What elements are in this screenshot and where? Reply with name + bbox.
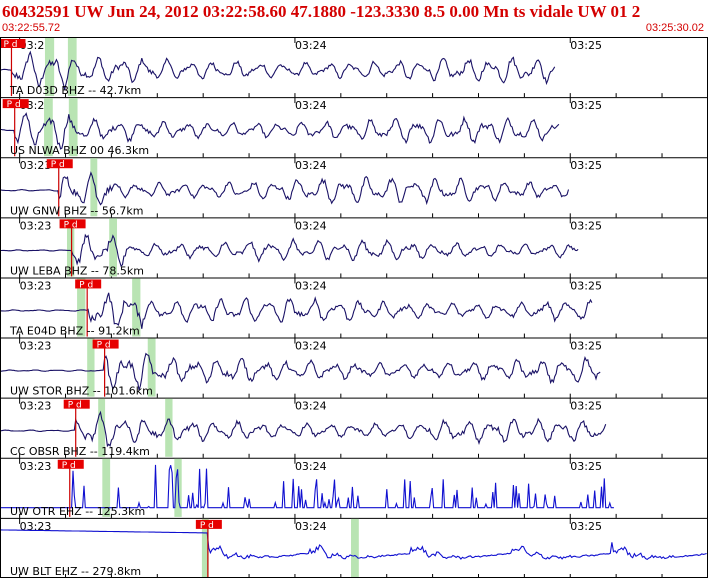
event-title: 60432591 UW Jun 24, 2012 03:22:58.60 47.… [2,2,641,21]
seismogram-svg: 03:23 03:24 03:25P dTA D03D BHZ -- 42.7km0… [0,37,708,578]
minute-tick-label: 03:25 [570,99,602,112]
p-pick-flag [75,279,102,289]
minute-tick-label: 03:24 [295,159,327,172]
trace-row: 03:23 03:24 03:25P dUS NLWA BHZ 00 46.3km [0,97,708,157]
p-pick-label: P d [64,220,78,230]
trace-row: 03:23 03:24 03:25 P d CC OBSR BHZ -- 119.4km [0,397,708,458]
minute-tick-label: 03:23 [20,219,52,232]
p-pick-label: P d [79,280,93,290]
minute-tick-label: 03:24 [295,219,327,232]
time-end-label: 03:25:30.02 [645,22,704,34]
analysis-window [201,518,209,577]
station-label: US NLWA BHZ 00 46.3km [10,144,149,157]
waveform-trace [0,529,707,561]
waveform-trace [0,171,570,206]
waveform-trace [0,233,579,268]
minute-tick-label: 03:23 [20,340,52,353]
minute-tick-label: 03:24 [295,279,327,292]
analysis-window [109,218,118,277]
minute-tick-label: 03:23 [20,400,52,413]
trace-row: 03:23 03:24 03:25 P d UW OTR EHZ -- 125.3km [0,457,708,518]
trace-row: 03:23 03:24 03:25 P d UW LEBA BHZ -- 78.5km [0,217,708,277]
waveform-trace [0,112,560,150]
waveform-trace [0,410,607,448]
minute-tick-label: 03:25 [570,279,602,292]
analysis-window [351,518,359,577]
trace-row: 03:23 03:24 03:25 P d UW BLT EHZ -- 279.8km [0,517,708,578]
p-pick-label: P d [200,521,214,531]
minute-tick-label: 03:25 [570,39,602,52]
p-pick-label: P d [7,100,21,110]
trace-row: 03:23 03:24 03:25 P d UW STOR BHZ -- 101.6km [0,337,708,398]
analysis-window [44,98,53,157]
minute-tick-label: 03:24 [295,520,327,533]
trace-row: 03:23 03:24 03:25 P d TA E04D BHZ -- 91.2km [0,277,708,338]
station-label: CC OBSR BHZ -- 119.4km [10,445,150,458]
p-pick-flag [92,339,119,349]
p-pick-flag [46,159,73,169]
waveform-trace [0,50,556,90]
p-pick-flag [0,39,26,48]
p-pick-label: P d [51,160,65,170]
analysis-window [165,398,173,457]
minute-tick-label: 03:23 [20,520,52,533]
analysis-window [90,158,98,217]
station-label: UW GNW BHZ -- 56.7km [10,204,143,217]
p-pick-flag [57,459,84,469]
analysis-window [44,38,55,97]
minute-tick-label: 03:24 [295,340,327,353]
minute-tick-label: 03:24 [295,460,327,473]
minute-tick-label: 03:24 [295,400,327,413]
minute-tick-label: 03:25 [570,400,602,413]
analysis-window [66,218,75,277]
minute-tick-label: 03:25 [570,460,602,473]
analysis-window [102,458,111,517]
waveform-trace [0,352,601,391]
p-pick-label: P d [97,341,111,351]
seismogram-panel[interactable]: 03:23 03:24 03:25 P d TA D03D BHZ -- 42.7km 0… [0,37,708,578]
analysis-window [98,398,106,457]
analysis-window [87,338,95,397]
p-pick-label: P d [3,40,17,50]
minute-tick-label: 03:25 [570,219,602,232]
station-label: UW LEBA BHZ -- 78.5km [10,264,144,277]
waveform-trace [0,464,614,509]
minute-tick-label: 03:23 [20,159,52,172]
minute-tick-label: 03:24 [295,99,327,112]
p-pick-flag [195,519,222,529]
analysis-window [77,278,86,337]
minute-tick-label: 03:25 [570,159,602,172]
analysis-window [67,38,77,97]
trace-row: 03:23 03:24 03:25 P d UW GNW BHZ -- 56.7km [0,157,708,218]
minute-tick-label: 03:25 [570,340,602,353]
p-pick-flag [2,99,29,109]
header-bar: 60432591 UW Jun 24, 2012 03:22:58.60 47.… [0,0,708,37]
p-pick-flag [59,219,86,229]
time-start-label: 03:22:55.72 [2,22,61,34]
minute-tick-label: 03:24 [295,39,327,52]
p-pick-flag [63,399,90,409]
station-label: TA E04D BHZ -- 91.2km [9,325,140,338]
trace-row: 03:23 03:24 03:25 P d TA D03D BHZ -- 42.7km [0,37,708,97]
waveform-trace [0,292,593,329]
station-label: UW BLT EHZ -- 279.8km [10,565,141,578]
minute-tick-label: 03:25 [570,520,602,533]
p-pick-label: P d [68,401,82,411]
minute-tick-label: 03:23 [20,39,52,52]
station-label: UW STOR BHZ -- 101.6km [10,385,153,398]
station-label: UW OTR EHZ -- 125.3km [10,505,145,518]
minute-tick-label: 03:23 [20,279,52,292]
p-pick-label: P d [62,461,76,471]
minute-tick-label: 03:23 [20,460,52,473]
station-label: TA D03D BHZ -- 42.7km [9,84,141,97]
